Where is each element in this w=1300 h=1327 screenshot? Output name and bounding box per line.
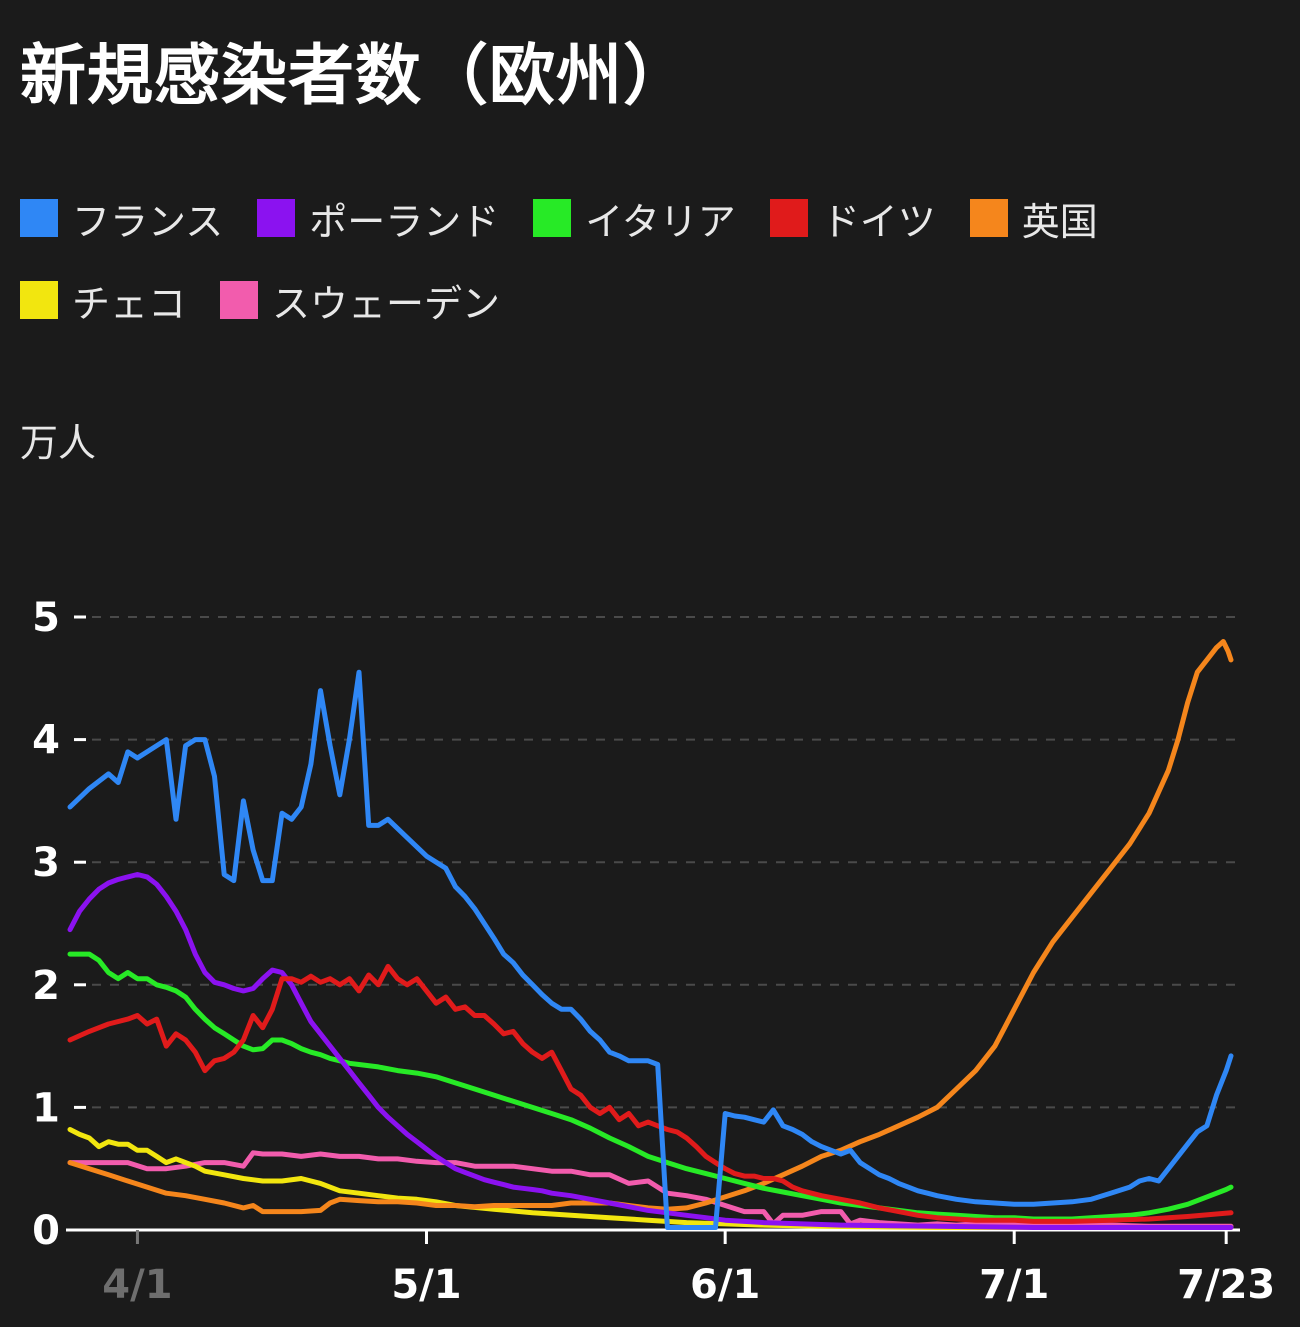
y-tick-label-5: 5 [32,595,60,641]
y-axis-unit-label: 万人 [20,421,97,465]
legend-item-italy: イタリア [533,191,736,246]
y-tick-label-0: 0 [32,1208,60,1254]
legend-swatch-czech [20,281,58,319]
legend-item-germany: ドイツ [769,191,936,246]
legend-item-uk: 英国 [969,191,1098,246]
x-tick-label-7-23: 7/23 [1177,1262,1275,1308]
legend-swatch-uk [969,199,1008,237]
legend-label-sweden: スウェーデン [272,281,501,326]
legend-row-2: チェコ スウェーデン [20,272,1290,328]
series-line-france [67,669,1234,1230]
series-lines [67,639,1234,1230]
x-axis: 4/1 5/1 6/1 7/1 7/23 [66,1228,1275,1308]
y-tick-label-2: 2 [32,963,60,1009]
legend-swatch-poland [257,199,296,237]
legend-item-czech: チェコ [20,273,186,328]
legend: フランス ポーランド イタリア ドイツ 英国 チェコ スウェーデン [20,190,1290,354]
legend-label-france: フランス [72,199,224,244]
x-tick-label-5-1: 5/1 [391,1262,461,1308]
y-tick-label-1: 1 [32,1085,60,1131]
x-tick-label-6-1: 6/1 [690,1262,760,1308]
legend-label-czech: チェコ [72,281,187,326]
series-line-uk [67,639,1234,1215]
legend-row-1: フランス ポーランド イタリア ドイツ 英国 [20,190,1290,246]
series-line-poland [67,872,1234,1230]
legend-label-uk: 英国 [1021,199,1098,244]
y-tick-label-4: 4 [32,718,60,764]
legend-swatch-germany [769,199,808,237]
legend-label-poland: ポーランド [309,199,500,244]
y-tick-label-3: 3 [32,840,60,886]
legend-item-poland: ポーランド [257,191,499,246]
y-axis: 0 1 2 3 4 5 [32,595,86,1254]
series-line-germany [67,963,1234,1224]
legend-item-sweden: スウェーデン [220,273,500,328]
x-tick-label-7-1: 7/1 [979,1262,1049,1308]
legend-label-germany: ドイツ [821,199,936,244]
x-tick-label-4-1: 4/1 [102,1262,172,1308]
legend-swatch-france [20,199,58,237]
series-line-sweden [67,1150,1234,1229]
legend-label-italy: イタリア [585,199,736,244]
legend-swatch-italy [533,199,572,237]
legend-swatch-sweden [220,281,259,319]
chart-title: 新規感染者数（欧州） [20,37,690,114]
legend-item-france: フランス [20,191,223,246]
gridlines [92,616,1240,1109]
series-line-czech [67,1127,1234,1230]
